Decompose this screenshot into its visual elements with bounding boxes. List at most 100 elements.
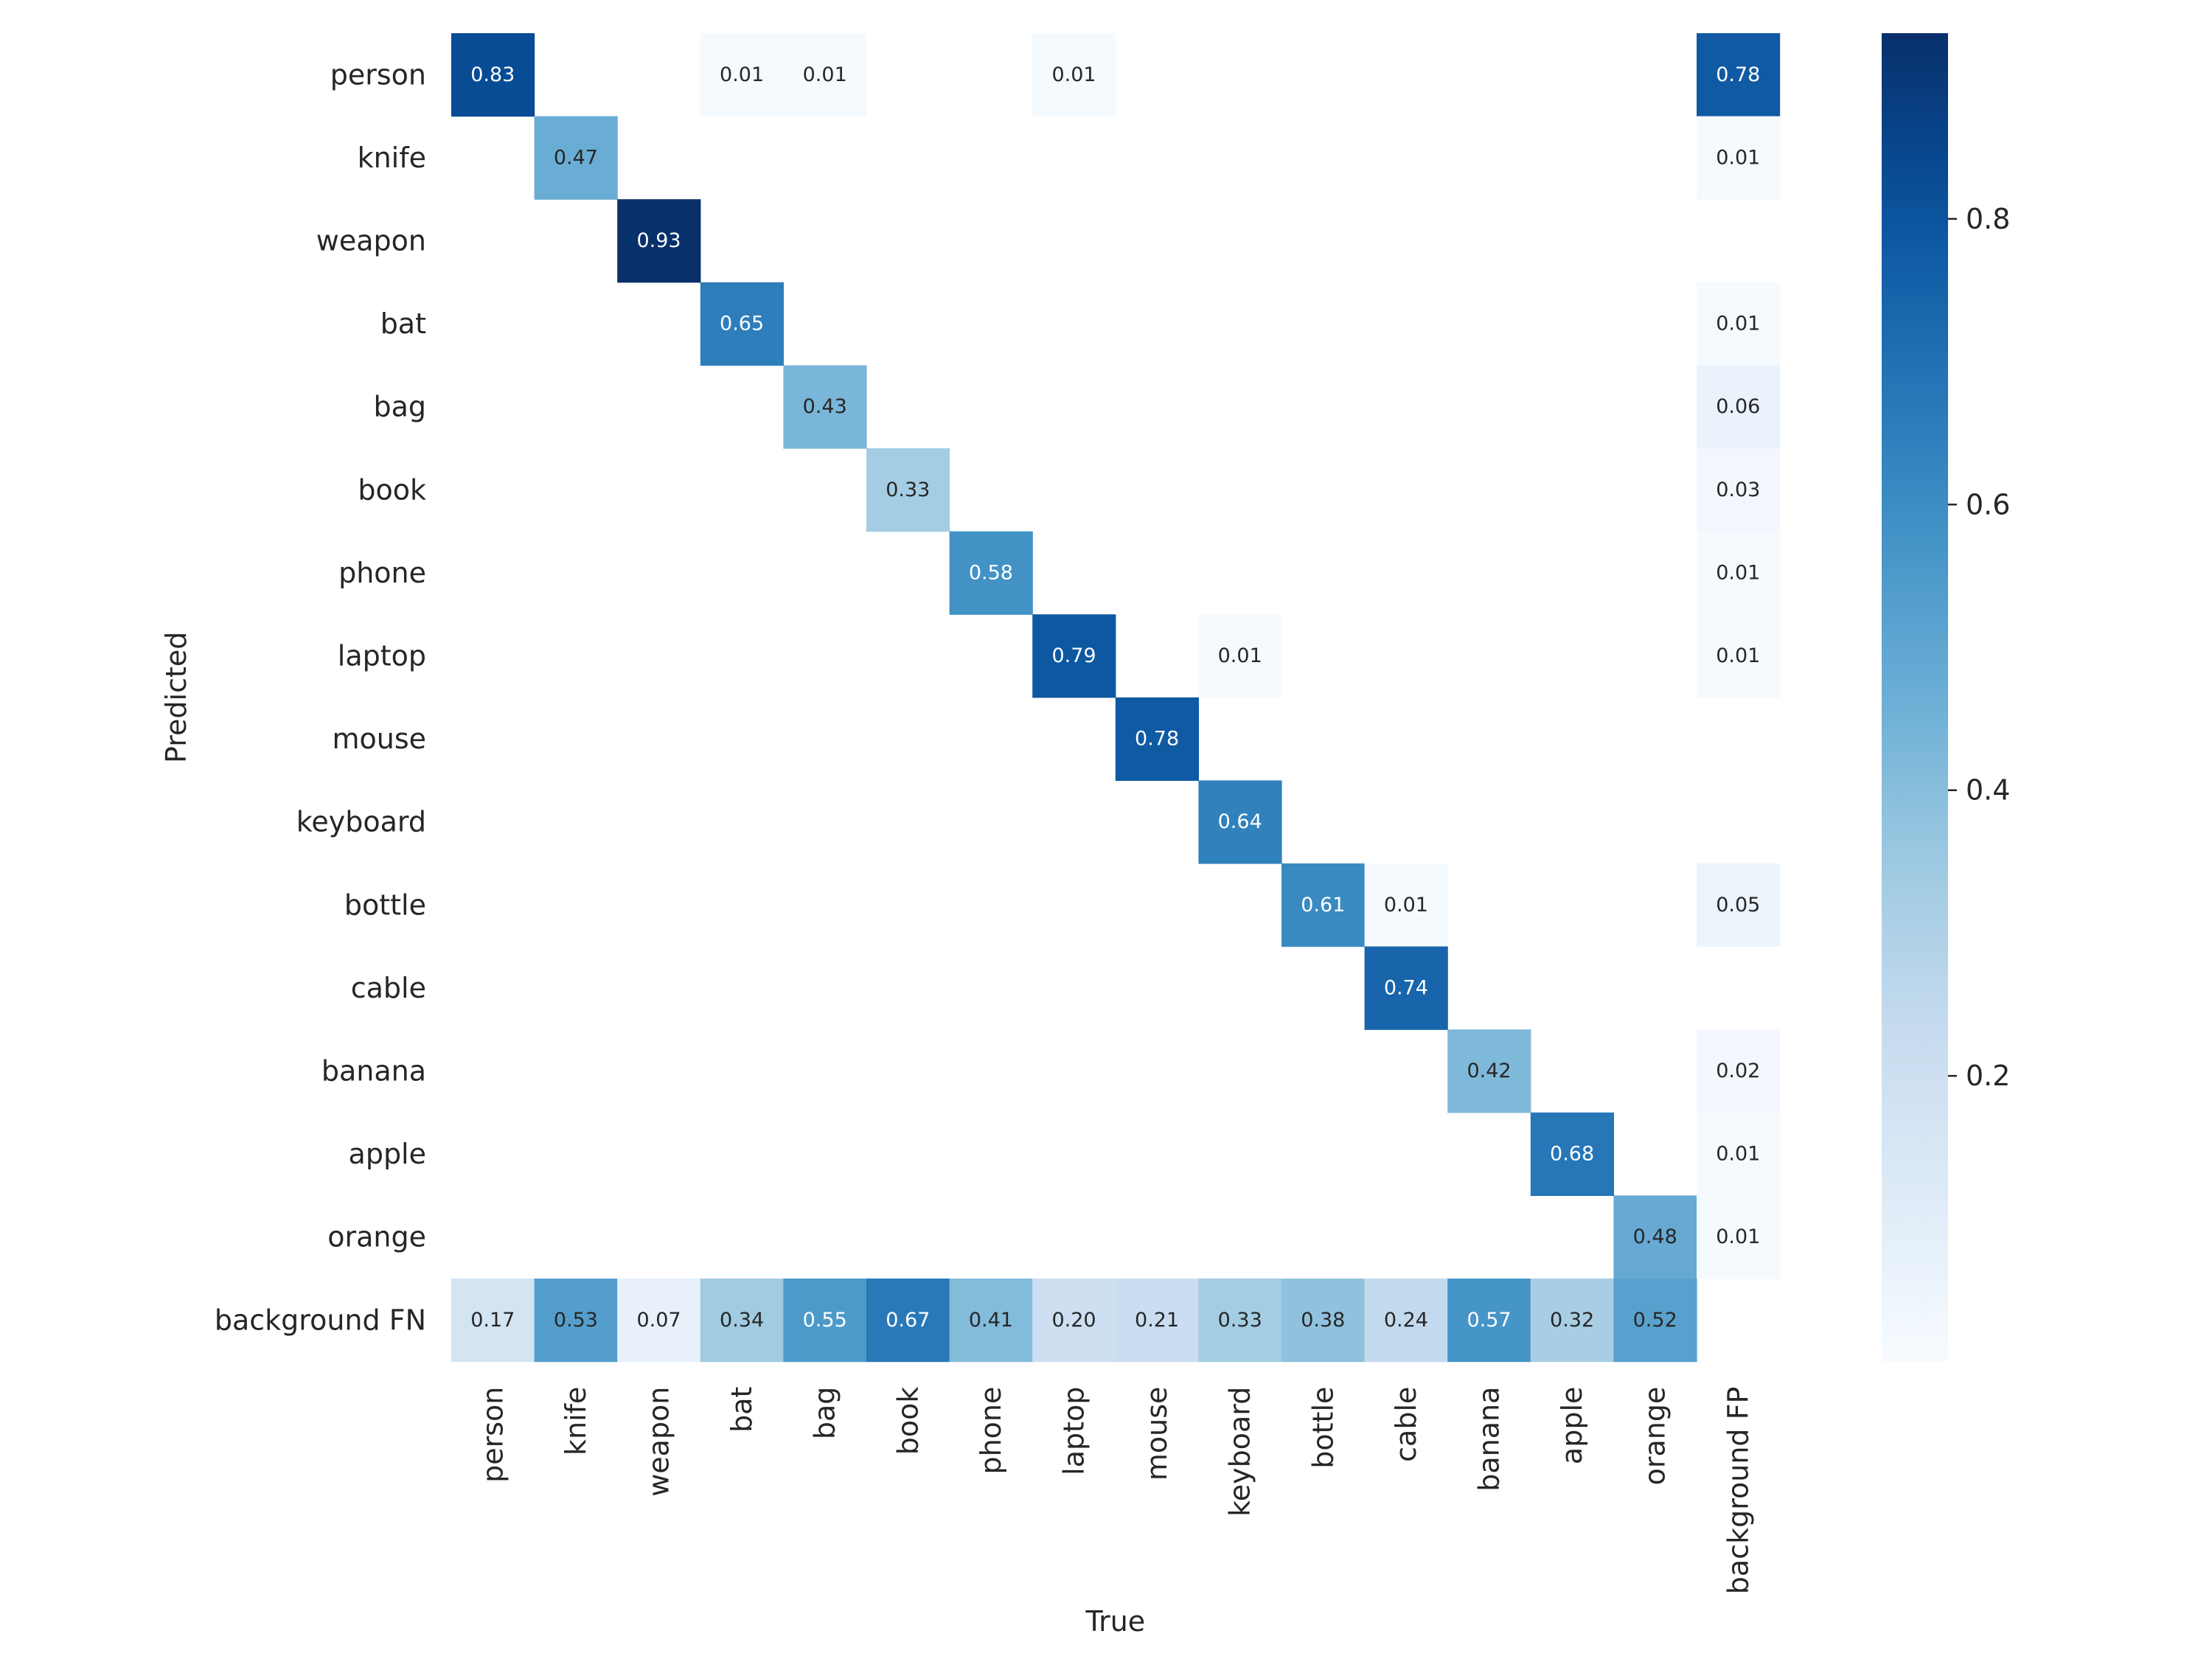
y-tick-label: bat bbox=[380, 307, 426, 340]
heatmap-cell bbox=[534, 116, 618, 200]
cell-value-label: 0.58 bbox=[969, 561, 1013, 584]
cell-value-label: 0.20 bbox=[1051, 1309, 1096, 1332]
heatmap-cell bbox=[1697, 1195, 1781, 1279]
cell-value-label: 0.47 bbox=[554, 146, 598, 169]
x-tick-label: phone bbox=[975, 1387, 1007, 1475]
heatmap-cell bbox=[1697, 614, 1781, 698]
heatmap-cell bbox=[1198, 780, 1282, 864]
cell-value-label: 0.01 bbox=[803, 63, 847, 86]
heatmap-cell bbox=[1697, 531, 1781, 615]
cell-value-label: 0.01 bbox=[1218, 644, 1262, 667]
heatmap-cell bbox=[1697, 1112, 1781, 1196]
cell-value-label: 0.01 bbox=[1716, 644, 1760, 667]
cell-value-label: 0.03 bbox=[1716, 479, 1760, 501]
y-tick-label: orange bbox=[327, 1221, 426, 1253]
x-tick-label: bat bbox=[726, 1387, 758, 1433]
heatmap-cell bbox=[1281, 863, 1366, 947]
cell-value-label: 0.01 bbox=[1384, 894, 1428, 917]
heatmap-cell bbox=[1032, 614, 1116, 698]
heatmap-cell bbox=[1697, 365, 1781, 449]
cell-value-label: 0.43 bbox=[803, 395, 847, 418]
cell-value-label: 0.05 bbox=[1716, 894, 1760, 917]
heatmap-cell bbox=[1697, 282, 1781, 366]
y-tick-label: background FN bbox=[215, 1304, 426, 1336]
cell-value-label: 0.07 bbox=[636, 1309, 681, 1332]
cell-value-label: 0.61 bbox=[1301, 894, 1345, 917]
heatmap-cell bbox=[617, 199, 701, 283]
heatmap-cell bbox=[1697, 448, 1781, 532]
heatmap-cell bbox=[700, 282, 784, 366]
heatmap-cell bbox=[1198, 614, 1282, 698]
cell-value-label: 0.01 bbox=[1716, 1225, 1760, 1248]
x-tick-label: orange bbox=[1639, 1387, 1672, 1486]
heatmap-cell bbox=[700, 1279, 784, 1363]
colorbar-tick-label: 0.2 bbox=[1966, 1060, 2010, 1092]
y-tick-label: bag bbox=[373, 391, 426, 423]
heatmap-cell bbox=[700, 33, 784, 117]
y-tick-label: apple bbox=[349, 1138, 426, 1170]
x-tick-label: banana bbox=[1473, 1387, 1506, 1492]
cell-value-label: 0.79 bbox=[1051, 644, 1096, 667]
heatmap-cell bbox=[1281, 1279, 1366, 1363]
heatmap-cell bbox=[1198, 1279, 1282, 1363]
x-tick-label: bottle bbox=[1307, 1387, 1339, 1469]
heatmap-cell bbox=[1115, 1279, 1199, 1363]
cell-value-label: 0.52 bbox=[1633, 1309, 1677, 1332]
y-tick-label: banana bbox=[321, 1055, 426, 1088]
cell-value-label: 0.74 bbox=[1384, 976, 1428, 999]
x-tick-label: bag bbox=[809, 1387, 841, 1440]
y-axis-title: Predicted bbox=[160, 632, 192, 763]
heatmap-cell bbox=[1032, 1279, 1116, 1363]
y-tick-label: keyboard bbox=[296, 806, 426, 838]
cell-value-label: 0.01 bbox=[1716, 561, 1760, 584]
cell-value-label: 0.01 bbox=[1716, 1143, 1760, 1166]
cell-value-label: 0.53 bbox=[554, 1309, 598, 1332]
heatmap-cell bbox=[451, 33, 535, 117]
heatmap-cell bbox=[783, 33, 867, 117]
x-tick-label: keyboard bbox=[1224, 1387, 1256, 1517]
y-tick-label: mouse bbox=[332, 723, 426, 755]
heatmap-cell bbox=[949, 1279, 1033, 1363]
heatmap-cell bbox=[1032, 33, 1116, 117]
heatmap-cell bbox=[1364, 863, 1448, 947]
heatmap-cell bbox=[866, 1279, 950, 1363]
cell-value-label: 0.01 bbox=[720, 63, 764, 86]
x-axis-tick-labels: person knife weapon bat bag book phone laptop mo… bbox=[476, 1387, 1754, 1595]
cell-value-label: 0.55 bbox=[803, 1309, 847, 1332]
cell-value-label: 0.01 bbox=[1716, 146, 1760, 169]
heatmap-cell-labels: 0.83 0.01 0.01 0.01 0.78 0.47 0.01 0.93 0.65 0.01… bbox=[470, 63, 1760, 1332]
cell-value-label: 0.83 bbox=[470, 63, 515, 86]
x-tick-label: background FP bbox=[1722, 1387, 1754, 1595]
cell-value-label: 0.38 bbox=[1301, 1309, 1345, 1332]
cell-value-label: 0.21 bbox=[1135, 1309, 1179, 1332]
cell-value-label: 0.33 bbox=[886, 479, 930, 501]
heatmap-cell bbox=[1530, 1279, 1614, 1363]
y-tick-label: bottle bbox=[344, 888, 426, 921]
cell-value-label: 0.06 bbox=[1716, 395, 1760, 418]
y-tick-label: cable bbox=[351, 972, 426, 1004]
cell-value-label: 0.65 bbox=[720, 313, 764, 335]
y-tick-label: phone bbox=[338, 557, 426, 589]
cell-value-label: 0.68 bbox=[1550, 1143, 1594, 1166]
x-tick-label: weapon bbox=[643, 1387, 675, 1497]
cell-value-label: 0.78 bbox=[1716, 63, 1760, 86]
x-tick-label: person bbox=[476, 1387, 509, 1483]
cell-value-label: 0.42 bbox=[1467, 1060, 1511, 1082]
heatmap-cell bbox=[1697, 33, 1781, 117]
cell-value-label: 0.48 bbox=[1633, 1225, 1677, 1248]
heatmap-cell bbox=[866, 448, 950, 532]
y-axis-tick-labels: person knife weapon bat bag book phone laptop mo… bbox=[215, 58, 426, 1336]
y-tick-label: person bbox=[330, 58, 426, 91]
heatmap-cell bbox=[1613, 1279, 1697, 1363]
heatmap-cell bbox=[1364, 1279, 1448, 1363]
colorbar-tick-label: 0.4 bbox=[1966, 774, 2010, 807]
cell-value-label: 0.57 bbox=[1467, 1309, 1511, 1332]
cell-value-label: 0.78 bbox=[1135, 728, 1179, 751]
heatmap-cell bbox=[1447, 1279, 1531, 1363]
colorbar bbox=[1882, 33, 1948, 1362]
cell-value-label: 0.32 bbox=[1550, 1309, 1594, 1332]
heatmap-cell bbox=[783, 365, 867, 449]
cell-value-label: 0.34 bbox=[720, 1309, 764, 1332]
y-tick-label: knife bbox=[358, 142, 426, 174]
cell-value-label: 0.02 bbox=[1716, 1060, 1760, 1082]
